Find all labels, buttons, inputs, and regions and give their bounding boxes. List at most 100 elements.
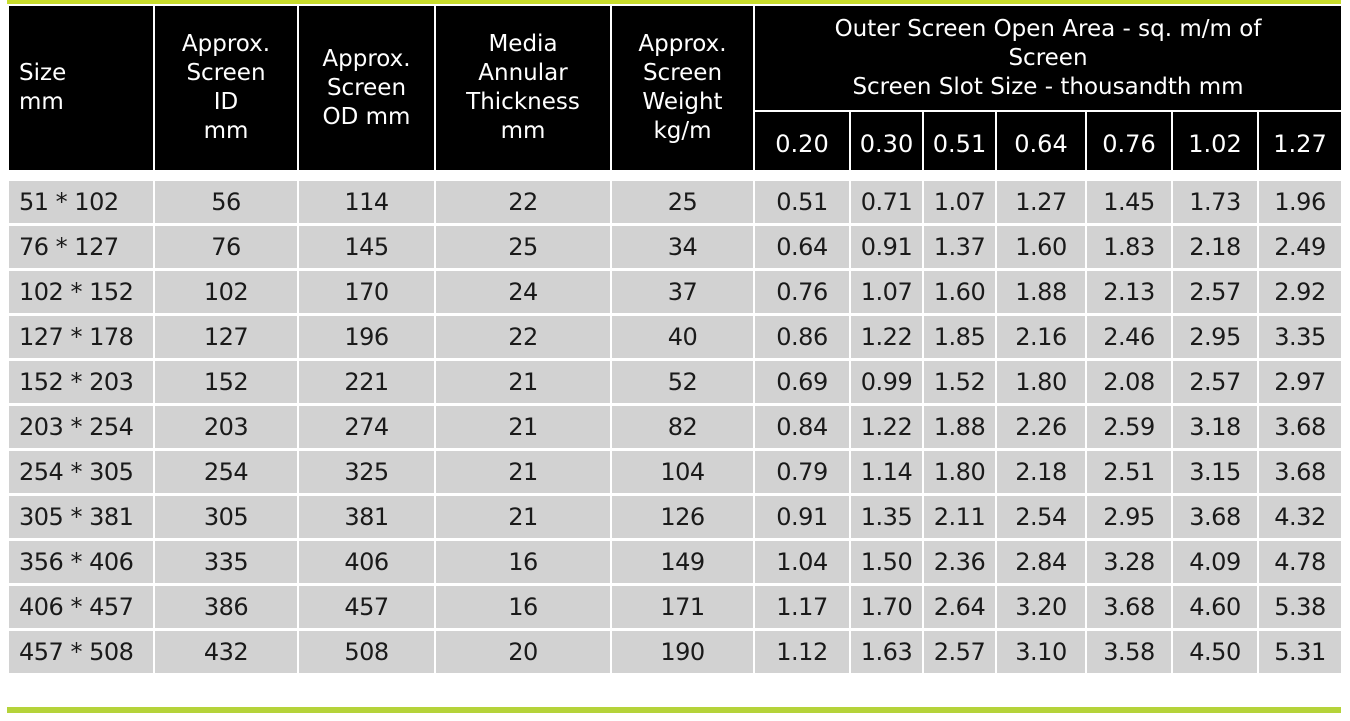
header-slot-size: 0.20 bbox=[753, 110, 851, 172]
table-cell: 457 bbox=[297, 583, 436, 631]
header-group-line: Screen bbox=[1008, 44, 1088, 71]
table-cell: 102 bbox=[153, 268, 299, 316]
size-cell: 51 * 102 bbox=[7, 178, 155, 226]
table-row: 305 * 381 305 381 21 126 0.91 1.35 2.11 2.54 2.95… bbox=[7, 493, 1343, 541]
table-cell: 114 bbox=[297, 178, 436, 226]
table-cell: 2.51 bbox=[1085, 448, 1173, 496]
table-cell: 1.70 bbox=[849, 583, 924, 631]
table-cell: 2.26 bbox=[995, 403, 1087, 451]
table-cell: 21 bbox=[434, 403, 612, 451]
table-cell: 1.60 bbox=[995, 223, 1087, 271]
table-cell: 3.68 bbox=[1171, 493, 1259, 541]
table-cell: 432 bbox=[153, 628, 299, 676]
table-cell: 52 bbox=[610, 358, 755, 406]
table-cell: 152 bbox=[153, 358, 299, 406]
size-cell: 102 * 152 bbox=[7, 268, 155, 316]
table-cell: 3.58 bbox=[1085, 628, 1173, 676]
header-group-line: Screen Slot Size - thousandth mm bbox=[852, 73, 1244, 100]
table-cell: 2.49 bbox=[1257, 223, 1343, 271]
table-cell: 1.45 bbox=[1085, 178, 1173, 226]
header-weight-line: Approx. bbox=[638, 31, 727, 57]
table-cell: 126 bbox=[610, 493, 755, 541]
table-cell: 104 bbox=[610, 448, 755, 496]
table-cell: 21 bbox=[434, 493, 612, 541]
header-screen-od-line: OD mm bbox=[322, 103, 411, 130]
size-cell: 406 * 457 bbox=[7, 583, 155, 631]
table-cell: 0.69 bbox=[753, 358, 851, 406]
table-cell: 2.46 bbox=[1085, 313, 1173, 361]
table-cell: 3.10 bbox=[995, 628, 1087, 676]
table-cell: 76 bbox=[153, 223, 299, 271]
table-cell: 2.11 bbox=[922, 493, 997, 541]
table-cell: 1.80 bbox=[922, 448, 997, 496]
table-cell: 1.83 bbox=[1085, 223, 1173, 271]
table-cell: 2.95 bbox=[1085, 493, 1173, 541]
table-cell: 2.95 bbox=[1171, 313, 1259, 361]
table-cell: 127 bbox=[153, 313, 299, 361]
table-row: 254 * 305 254 325 21 104 0.79 1.14 1.80 2.18 2.51… bbox=[7, 448, 1343, 496]
header-row-primary: Size mm Approx. Screen ID mm Approx. Scr… bbox=[7, 4, 1343, 172]
table-cell: 406 bbox=[297, 538, 436, 586]
table-cell: 25 bbox=[610, 178, 755, 226]
table-cell: 4.50 bbox=[1171, 628, 1259, 676]
header-weight-line: Weight bbox=[642, 89, 723, 115]
table-cell: 1.14 bbox=[849, 448, 924, 496]
table-cell: 0.79 bbox=[753, 448, 851, 496]
table-cell: 3.20 bbox=[995, 583, 1087, 631]
screen-spec-table: Size mm Approx. Screen ID mm Approx. Scr… bbox=[7, 4, 1343, 676]
table-body: 51 * 102 56 114 22 25 0.51 0.71 1.07 1.27 1.45 1.7… bbox=[7, 171, 1343, 676]
table-cell: 1.35 bbox=[849, 493, 924, 541]
table-cell: 20 bbox=[434, 628, 612, 676]
header-screen-od: Approx. Screen OD mm bbox=[297, 4, 436, 172]
table-cell: 2.36 bbox=[922, 538, 997, 586]
table-cell: 325 bbox=[297, 448, 436, 496]
table-cell: 3.68 bbox=[1257, 448, 1343, 496]
table-row: 102 * 152 102 170 24 37 0.76 1.07 1.60 1.88 2.13 2… bbox=[7, 268, 1343, 316]
header-media-line: Media bbox=[488, 31, 558, 57]
table-cell: 381 bbox=[297, 493, 436, 541]
size-cell: 457 * 508 bbox=[7, 628, 155, 676]
table-cell: 2.16 bbox=[995, 313, 1087, 361]
table-cell: 4.09 bbox=[1171, 538, 1259, 586]
table-cell: 56 bbox=[153, 178, 299, 226]
header-slot-size: 0.76 bbox=[1085, 110, 1173, 172]
table-cell: 2.08 bbox=[1085, 358, 1173, 406]
table-cell: 203 bbox=[153, 403, 299, 451]
table-cell: 2.57 bbox=[1171, 358, 1259, 406]
table-cell: 0.99 bbox=[849, 358, 924, 406]
table-cell: 2.84 bbox=[995, 538, 1087, 586]
table-cell: 2.18 bbox=[995, 448, 1087, 496]
table-cell: 0.51 bbox=[753, 178, 851, 226]
header-screen-id: Approx. Screen ID mm bbox=[153, 4, 299, 172]
table-cell: 5.38 bbox=[1257, 583, 1343, 631]
spec-table-container: Size mm Approx. Screen ID mm Approx. Scr… bbox=[7, 0, 1343, 721]
table-row: 457 * 508 432 508 20 190 1.12 1.63 2.57 3.10 3.58… bbox=[7, 628, 1343, 676]
header-screen-weight: Approx. Screen Weight kg/m bbox=[610, 4, 755, 172]
table-cell: 1.52 bbox=[922, 358, 997, 406]
table-cell: 16 bbox=[434, 583, 612, 631]
table-cell: 5.31 bbox=[1257, 628, 1343, 676]
table-cell: 274 bbox=[297, 403, 436, 451]
table-cell: 508 bbox=[297, 628, 436, 676]
table-cell: 1.37 bbox=[922, 223, 997, 271]
table-cell: 1.22 bbox=[849, 403, 924, 451]
header-weight-line: kg/m bbox=[653, 118, 712, 144]
table-cell: 0.84 bbox=[753, 403, 851, 451]
table-cell: 221 bbox=[297, 358, 436, 406]
table-cell: 1.85 bbox=[922, 313, 997, 361]
table-cell: 1.63 bbox=[849, 628, 924, 676]
table-cell: 2.92 bbox=[1257, 268, 1343, 316]
top-accent-line bbox=[7, 0, 1341, 4]
table-cell: 82 bbox=[610, 403, 755, 451]
header-screen-od-line: Screen bbox=[326, 74, 407, 101]
table-cell: 2.97 bbox=[1257, 358, 1343, 406]
header-media-thickness: Media Annular Thickness mm bbox=[434, 4, 612, 172]
header-open-area-group: Outer Screen Open Area - sq. m/m of Scre… bbox=[753, 4, 1343, 112]
table-cell: 1.96 bbox=[1257, 178, 1343, 226]
table-cell: 0.91 bbox=[753, 493, 851, 541]
header-screen-id-line: ID bbox=[213, 89, 239, 115]
table-row: 356 * 406 335 406 16 149 1.04 1.50 2.36 2.84 3.28… bbox=[7, 538, 1343, 586]
size-cell: 152 * 203 bbox=[7, 358, 155, 406]
header-media-line: Annular bbox=[478, 60, 568, 86]
header-screen-od-line: Approx. bbox=[322, 45, 411, 72]
